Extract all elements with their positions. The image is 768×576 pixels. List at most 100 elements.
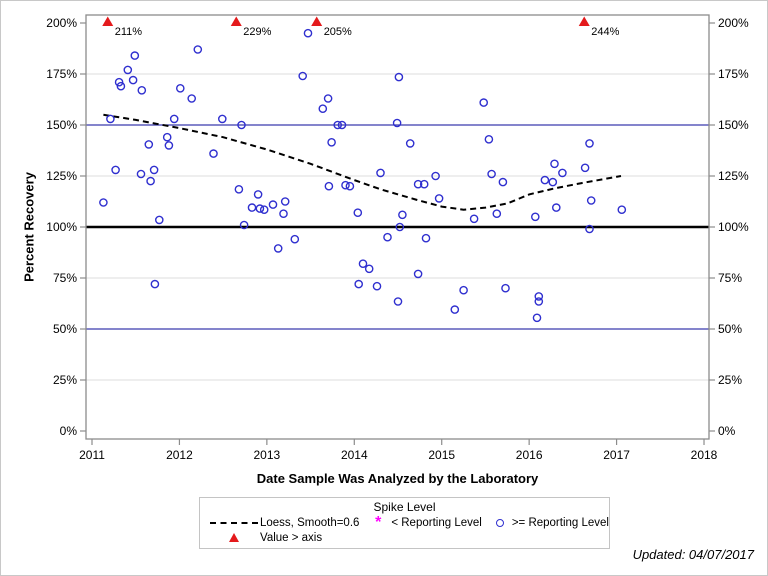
x-tick-label: 2013 — [254, 448, 281, 462]
y-tick-label-left: 125% — [46, 169, 77, 183]
data-point — [209, 149, 218, 158]
data-point — [392, 118, 402, 128]
loess-line-swatch — [208, 521, 260, 524]
data-point — [114, 77, 124, 87]
x-axis-title: Date Sample Was Analyzed by the Laborato… — [256, 471, 539, 486]
data-point — [487, 169, 496, 179]
data-point — [405, 139, 415, 148]
y-tick-label-left: 0% — [60, 424, 78, 438]
x-tick-label: 2016 — [516, 448, 543, 462]
data-point — [130, 51, 140, 60]
data-point — [459, 285, 468, 295]
data-point — [137, 86, 147, 95]
data-point — [106, 114, 115, 124]
data-point — [162, 132, 172, 142]
data-point — [617, 205, 627, 214]
data-point — [501, 283, 510, 293]
data-point — [341, 180, 350, 190]
data-point — [255, 204, 265, 213]
x-tick-label: 2014 — [341, 448, 368, 462]
y-tick-label-left: 150% — [46, 118, 77, 132]
data-point — [146, 176, 155, 186]
data-point — [234, 184, 244, 194]
data-point — [187, 94, 196, 103]
y-tick-label-left: 175% — [46, 67, 77, 81]
x-tick-label: 2015 — [428, 448, 455, 462]
data-point — [376, 168, 385, 178]
data-point — [259, 205, 269, 214]
data-point — [164, 141, 174, 150]
data-point — [237, 120, 246, 130]
data-point — [333, 120, 343, 130]
data-point — [383, 232, 392, 242]
legend-label-value-gt-axis: Value > axis — [260, 531, 323, 544]
data-point — [558, 168, 567, 178]
data-point — [298, 71, 308, 81]
y-tick-label-right: 150% — [718, 118, 749, 132]
asterisk-marker-icon: * — [375, 513, 382, 531]
data-point — [123, 65, 133, 75]
data-point — [552, 203, 561, 212]
data-point — [550, 159, 559, 169]
circle-marker-icon — [495, 518, 504, 527]
clipped-value-triangle — [578, 16, 590, 26]
y-tick-label-right: 175% — [718, 67, 749, 81]
data-point — [273, 244, 283, 253]
data-point — [585, 224, 594, 234]
legend: Spike Level Loess, Smooth=0.6 * < Report… — [199, 497, 610, 549]
data-point — [534, 297, 544, 306]
legend-title: Spike Level — [373, 500, 436, 514]
data-point — [144, 140, 154, 149]
data-point — [534, 292, 544, 301]
y-tick-label-left: 200% — [46, 16, 77, 30]
data-point — [337, 120, 347, 130]
data-point — [169, 114, 179, 124]
data-point — [128, 75, 138, 85]
data-point — [116, 81, 126, 91]
data-point — [136, 169, 146, 179]
data-point — [268, 200, 278, 209]
data-point — [585, 139, 594, 148]
data-point — [149, 165, 159, 175]
data-point — [372, 281, 382, 291]
y-tick-label-left: 75% — [53, 271, 77, 285]
data-point — [532, 313, 542, 323]
legend-row-2: Value > axis — [200, 530, 609, 545]
data-point — [217, 114, 227, 124]
data-point — [393, 297, 403, 306]
data-point — [364, 264, 374, 274]
data-point — [324, 181, 334, 191]
data-point — [193, 45, 203, 54]
x-tick-label: 2017 — [603, 448, 630, 462]
y-axis-title: Percent Recovery — [21, 172, 37, 282]
data-point — [586, 196, 596, 205]
x-tick-label: 2018 — [691, 448, 718, 462]
y-tick-label-left: 50% — [53, 322, 77, 336]
data-point — [318, 104, 328, 113]
legend-label-loess: Loess, Smooth=0.6 — [260, 516, 360, 529]
legend-label-below-reporting: < Reporting Level — [391, 516, 482, 529]
data-point — [540, 175, 550, 185]
data-point — [548, 177, 558, 187]
data-point — [239, 220, 249, 230]
clipped-value-label: 229% — [243, 26, 271, 38]
data-point — [531, 212, 540, 222]
clipped-value-triangle — [311, 16, 323, 26]
y-tick-label-right: 125% — [718, 169, 749, 183]
y-tick-label-left: 25% — [53, 373, 77, 387]
legend-label-above-reporting: >= Reporting Level — [511, 516, 609, 529]
legend-row-1: Loess, Smooth=0.6 * < Reporting Level >=… — [200, 513, 609, 531]
clipped-value-label: 205% — [324, 26, 352, 38]
data-point — [280, 197, 290, 206]
data-point — [479, 98, 489, 107]
data-point — [327, 137, 336, 147]
data-point — [354, 279, 364, 289]
data-point — [353, 208, 363, 217]
data-point — [450, 305, 460, 314]
updated-timestamp: Updated: 04/07/2017 — [632, 547, 754, 562]
x-tick-label: 2011 — [79, 448, 105, 462]
data-point — [434, 194, 444, 203]
data-point — [413, 269, 423, 279]
